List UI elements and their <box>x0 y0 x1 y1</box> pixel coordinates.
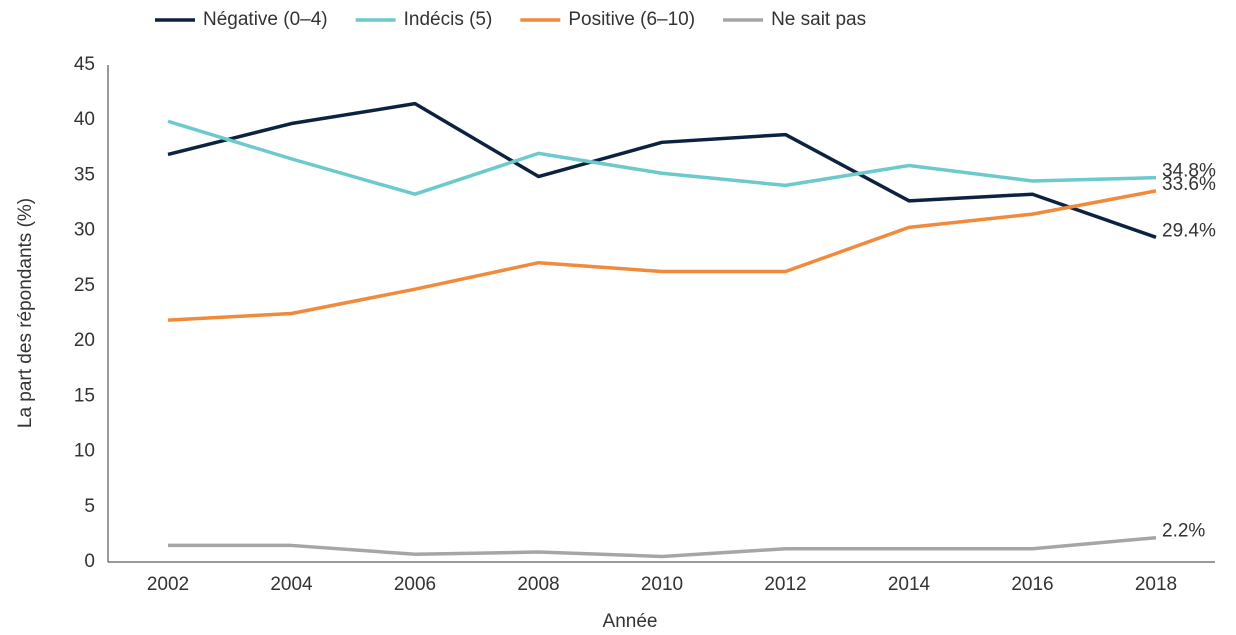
y-tick-label: 25 <box>74 275 95 296</box>
x-axis-title: Année <box>603 611 658 632</box>
y-tick-label: 45 <box>74 54 95 75</box>
legend-label: Indécis (5) <box>404 9 493 30</box>
x-tick-label: 2004 <box>270 574 313 595</box>
series-line <box>168 535 1157 559</box>
x-tick-label: 2014 <box>888 574 931 595</box>
series-line <box>167 189 1157 322</box>
x-tick-label: 2006 <box>394 574 436 595</box>
x-tick-label: 2008 <box>517 574 559 595</box>
y-tick-label: 35 <box>74 164 95 185</box>
value-label: 29.4% <box>1162 220 1216 241</box>
value-label: 34.8% <box>1162 161 1216 182</box>
legend-label: Positive (6–10) <box>568 9 695 30</box>
legend-label: Ne sait pas <box>771 9 866 30</box>
y-tick-label: 40 <box>74 109 95 130</box>
value-label: 33.6% <box>1162 174 1216 195</box>
y-tick-label: 15 <box>74 385 95 406</box>
x-tick-label: 2002 <box>147 574 189 595</box>
y-axis-title: La part des répondants (%) <box>15 198 36 428</box>
y-tick-label: 30 <box>74 220 95 241</box>
y-tick-label: 0 <box>84 551 95 572</box>
series-line <box>167 119 1157 196</box>
legend-label: Négative (0–4) <box>203 9 328 30</box>
y-tick-label: 10 <box>74 441 95 462</box>
x-tick-label: 2018 <box>1135 574 1177 595</box>
value-label: 2.2% <box>1162 521 1205 542</box>
y-tick-label: 20 <box>74 330 95 351</box>
x-tick-label: 2010 <box>641 574 683 595</box>
series-line <box>167 101 1157 239</box>
x-tick-label: 2016 <box>1011 574 1053 595</box>
x-tick-label: 2012 <box>764 574 806 595</box>
y-tick-label: 5 <box>84 496 95 517</box>
